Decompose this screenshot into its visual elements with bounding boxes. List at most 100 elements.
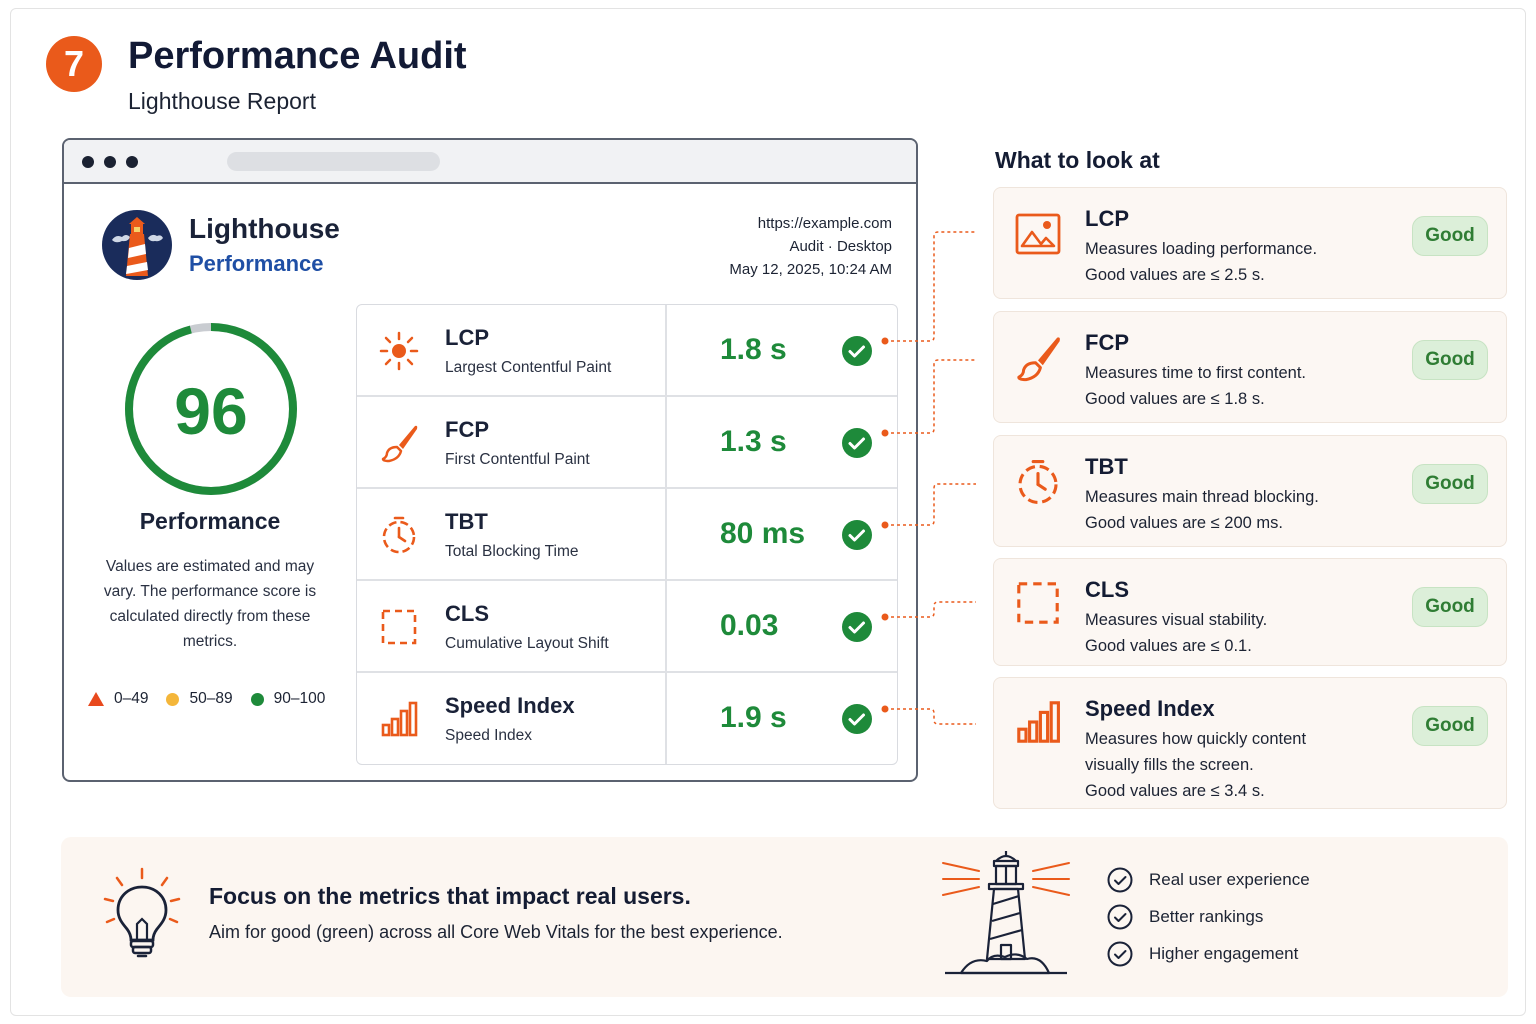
column-divider [665,305,667,395]
report-url[interactable]: https://example.com [757,215,892,232]
score-note: Values are estimated and may vary. The p… [103,558,317,650]
address-bar[interactable] [227,152,440,171]
step-number: 7 [63,43,85,84]
timer-icon [1014,458,1062,506]
metric-value: 80 ms [720,517,806,550]
report-category: Performance [189,251,324,276]
metric-name: Total Blocking Time [445,543,579,560]
image-icon [1014,210,1062,258]
metric-value: 1.8 s [720,333,787,366]
check-circle-icon [1107,941,1149,967]
status-badge: Good [1412,464,1488,504]
report-meta: https://example.com Audit · Desktop May … [729,212,892,281]
score-legend: 0–49 50–89 90–100 [88,688,343,710]
window-dot-icon [104,156,116,168]
card-desc-line: Measures visual stability. [1085,611,1268,629]
legend-item: 90–100 [250,690,326,708]
legend-item: 0–49 [88,690,148,708]
audit-type: Audit · Desktop [789,238,892,255]
dot-icon [250,692,264,706]
bar-chart-icon [379,699,419,739]
card-title: CLS [1085,577,1129,602]
dashed-square-icon [1014,579,1062,627]
metric-card: Speed Index Measures how quickly content v… [993,677,1507,809]
dashed-square-icon [379,607,419,647]
metric-abbr: FCP [445,417,489,442]
brand-name: Lighthouse [189,213,340,244]
metric-name: Largest Contentful Paint [445,359,612,376]
check-circle-icon [841,427,873,459]
score-value: 96 [174,374,247,448]
column-divider [665,489,667,579]
score-gauge: 96 [125,323,297,495]
metric-name: Cumulative Layout Shift [445,635,609,652]
tip-banner: Focus on the metrics that impact real us… [61,837,1508,997]
metric-row[interactable]: LCP Largest Contentful Paint 1.8 s [357,305,897,397]
triangle-icon [88,692,104,706]
legend-label: 50–89 [189,690,233,707]
gauge-arc [125,323,297,495]
metric-row[interactable]: FCP First Contentful Paint 1.3 s [357,397,897,489]
lighthouse-illustration-icon [942,851,1070,975]
metric-value: 0.03 [720,609,779,642]
metric-row[interactable]: CLS Cumulative Layout Shift 0.03 [357,581,897,673]
metric-abbr: Speed Index [445,693,575,718]
benefit-item: Better rankings [1107,898,1310,935]
dot-icon [166,692,180,706]
column-divider [665,581,667,671]
metric-name: First Contentful Paint [445,451,590,468]
paintbrush-icon [379,423,419,463]
timer-icon [379,515,419,555]
status-badge: Good [1412,340,1488,380]
banner-subline: Aim for good (green) across all Core Web… [209,922,783,942]
window-dot-icon [126,156,138,168]
card-title: TBT [1085,454,1128,479]
lightbulb-icon [103,867,181,958]
column-divider [665,397,667,487]
card-desc-line: Measures how quickly content [1085,730,1307,748]
benefit-label: Better rankings [1149,906,1264,926]
page-frame: 7 Performance Audit Lighthouse Report Li… [10,8,1526,1016]
column-divider [665,673,667,764]
metric-value: 1.3 s [720,425,787,458]
card-desc-line: Good values are ≤ 1.8 s. [1085,390,1265,408]
audit-timestamp: May 12, 2025, 10:24 AM [729,261,892,278]
card-desc-line: Measures main thread blocking. [1085,488,1319,506]
check-circle-icon [841,611,873,643]
card-desc-line: Good values are ≤ 0.1. [1085,637,1252,655]
card-title: LCP [1085,206,1129,231]
page-subtitle: Lighthouse Report [128,88,316,114]
banner-headline: Focus on the metrics that impact real us… [209,883,691,909]
check-circle-icon [1107,867,1149,893]
bar-chart-icon [1014,698,1062,746]
paintbrush-icon [1014,334,1062,382]
card-desc-line: visually fills the screen. [1085,756,1254,774]
lighthouse-logo-icon [102,210,172,280]
step-badge: 7 [46,36,102,92]
page-title: Performance Audit [128,35,467,77]
metrics-table: LCP Largest Contentful Paint 1.8 s FCP First… [356,304,898,765]
benefit-item: Higher engagement [1107,935,1310,972]
what-to-look-at-title: What to look at [995,147,1160,173]
card-title: FCP [1085,330,1129,355]
card-desc-line: Good values are ≤ 2.5 s. [1085,266,1265,284]
card-desc-line: Good values are ≤ 3.4 s. [1085,782,1265,800]
metric-row[interactable]: Speed Index Speed Index 1.9 s [357,673,897,764]
card-description: Measures loading performance. Good values… [1085,236,1317,288]
card-title: Speed Index [1085,696,1215,721]
metric-abbr: CLS [445,601,489,626]
status-badge: Good [1412,216,1488,256]
legend-label: 90–100 [273,690,326,707]
metric-row[interactable]: TBT Total Blocking Time 80 ms [357,489,897,581]
metric-value: 1.9 s [720,701,787,734]
benefit-item: Real user experience [1107,861,1310,898]
metric-card: FCP Measures time to first content. Good v… [993,311,1507,423]
metric-abbr: TBT [445,509,488,534]
card-desc-line: Measures time to first content. [1085,364,1307,382]
metric-card: LCP Measures loading performance. Good val… [993,187,1507,299]
status-badge: Good [1412,587,1488,627]
card-desc-line: Measures loading performance. [1085,240,1318,258]
legend-item: 50–89 [166,690,233,708]
sun-icon [379,331,419,371]
benefit-list: Real user experience Better rankings Highe… [1107,861,1310,972]
